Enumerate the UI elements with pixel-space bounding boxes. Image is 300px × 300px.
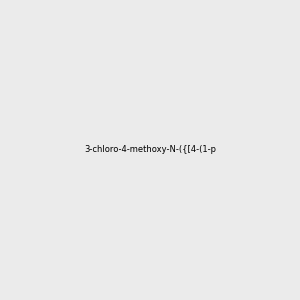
- Text: 3-chloro-4-methoxy-N-({[4-(1-p: 3-chloro-4-methoxy-N-({[4-(1-p: [84, 146, 216, 154]
